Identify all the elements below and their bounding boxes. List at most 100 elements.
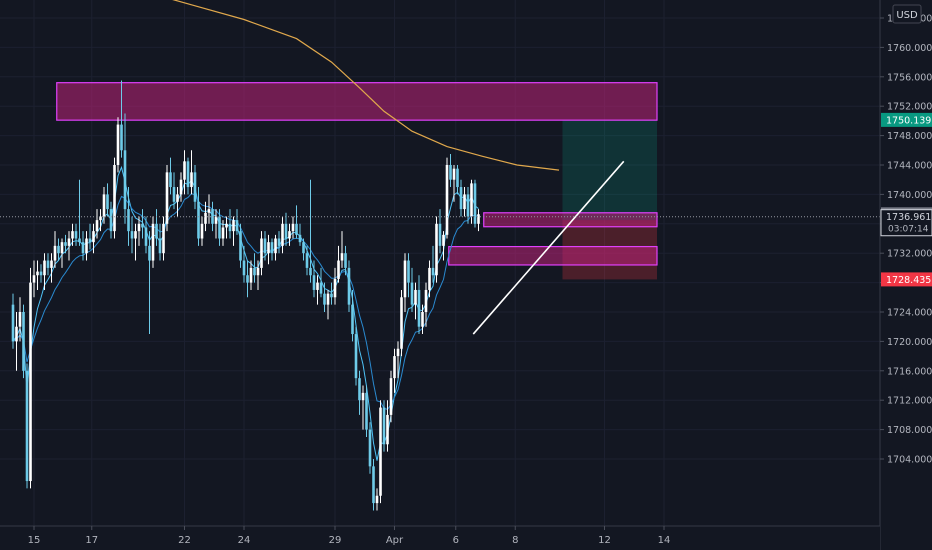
candle-body (417, 289, 421, 327)
price-tick-label: 1760.000 (887, 43, 932, 54)
candle-body (88, 238, 92, 243)
time-axis[interactable]: 15 17 22 24 29 Apr 6 8 12 14 (0, 525, 880, 550)
candle-body (15, 326, 18, 342)
candle-body (291, 223, 295, 232)
price-axis[interactable]: 1704.000 1708.000 1712.000 1716.000 1720.000… (879, 0, 932, 550)
candle-body (463, 194, 466, 210)
candle-body (438, 223, 442, 246)
time-tick-label: 12 (598, 535, 611, 546)
candle-body (200, 223, 204, 239)
candle-body (71, 231, 74, 239)
candle-body (351, 304, 354, 335)
zone-rectangle (483, 212, 658, 228)
time-tick-label: 14 (658, 535, 671, 546)
candle-body (50, 260, 53, 268)
candle-body (274, 238, 277, 254)
candle-body (85, 238, 88, 254)
candle-body (452, 168, 456, 180)
position-profit-area (562, 119, 657, 221)
candle-body (81, 242, 85, 254)
candle-body (407, 260, 410, 283)
candle-body (64, 242, 67, 246)
candle-body (242, 260, 246, 276)
candle-body (333, 278, 337, 298)
candle-body (179, 179, 183, 195)
candle-body (435, 223, 438, 276)
candle-body (60, 242, 64, 254)
candle-body (249, 267, 253, 283)
candle-body (165, 172, 169, 224)
candlestick-series (11, 80, 480, 511)
candle-body (92, 231, 95, 243)
candle-body (449, 165, 452, 180)
candle-body (477, 214, 480, 224)
candle-body (204, 212, 207, 224)
supply-demand-zones[interactable] (56, 82, 658, 266)
price-tick-label: 1752.000 (887, 102, 932, 113)
time-tick-label: 15 (28, 535, 41, 546)
candle-body (32, 275, 36, 283)
candle-body (316, 282, 319, 290)
candle-body (225, 223, 228, 228)
price-label-box (881, 112, 932, 127)
candle-body (46, 260, 50, 268)
candle-body (347, 267, 351, 305)
trendline-drawing[interactable] (472, 160, 625, 335)
candle-body (25, 370, 29, 482)
price-tick-label: 1712.000 (887, 396, 932, 407)
candle-body (277, 238, 281, 246)
candle-body (410, 282, 414, 305)
time-axis-ticks: 15 17 22 24 29 Apr 6 8 12 14 (28, 526, 671, 546)
price-label-box (880, 209, 932, 237)
candle-body (232, 220, 235, 232)
candle-body (106, 194, 109, 210)
candle-body (148, 245, 151, 261)
time-tick-label: 17 (85, 535, 98, 546)
candle-body (389, 378, 393, 415)
time-tick-label: 8 (512, 535, 518, 546)
candle-body (172, 187, 176, 202)
time-tick-label: 6 (453, 535, 459, 546)
candle-body (403, 260, 407, 298)
candle-body (134, 231, 137, 239)
candle-body (228, 223, 232, 232)
candle-body (253, 267, 256, 276)
candle-body (263, 238, 267, 254)
candle-body (431, 267, 435, 276)
price-tick-label: 1732.000 (887, 249, 932, 260)
price-tick-label: 1744.000 (887, 161, 932, 172)
candle-body (393, 356, 396, 379)
candle-body (428, 267, 431, 290)
candle-body (312, 275, 316, 290)
candle-body (319, 282, 323, 294)
candle-body (211, 209, 214, 224)
candle-body (382, 407, 386, 445)
ma-long-line (172, 0, 560, 171)
candle-body (197, 201, 200, 239)
candle-body (137, 223, 141, 232)
candle-body (102, 194, 106, 217)
currency-box[interactable] (892, 4, 922, 24)
candle-body (354, 334, 358, 379)
candle-body (326, 293, 330, 305)
candle-body (281, 223, 284, 246)
candle-body (95, 220, 99, 232)
candle-body (302, 242, 305, 254)
candle-body (305, 253, 309, 268)
candle-body (155, 223, 158, 239)
candle-body (424, 289, 428, 312)
candle-body (57, 245, 60, 254)
candle-body (176, 194, 179, 202)
price-tick-label: 1708.000 (887, 425, 932, 436)
zone-rectangle (56, 82, 658, 121)
candle-body (298, 234, 302, 243)
price-label-box (881, 272, 932, 287)
candle-body (144, 227, 148, 246)
candle-body (43, 260, 46, 276)
candle-body (29, 282, 32, 482)
candle-body (386, 414, 389, 445)
price-tick-label: 1756.000 (887, 72, 932, 83)
currency-label[interactable]: USD (896, 10, 918, 21)
